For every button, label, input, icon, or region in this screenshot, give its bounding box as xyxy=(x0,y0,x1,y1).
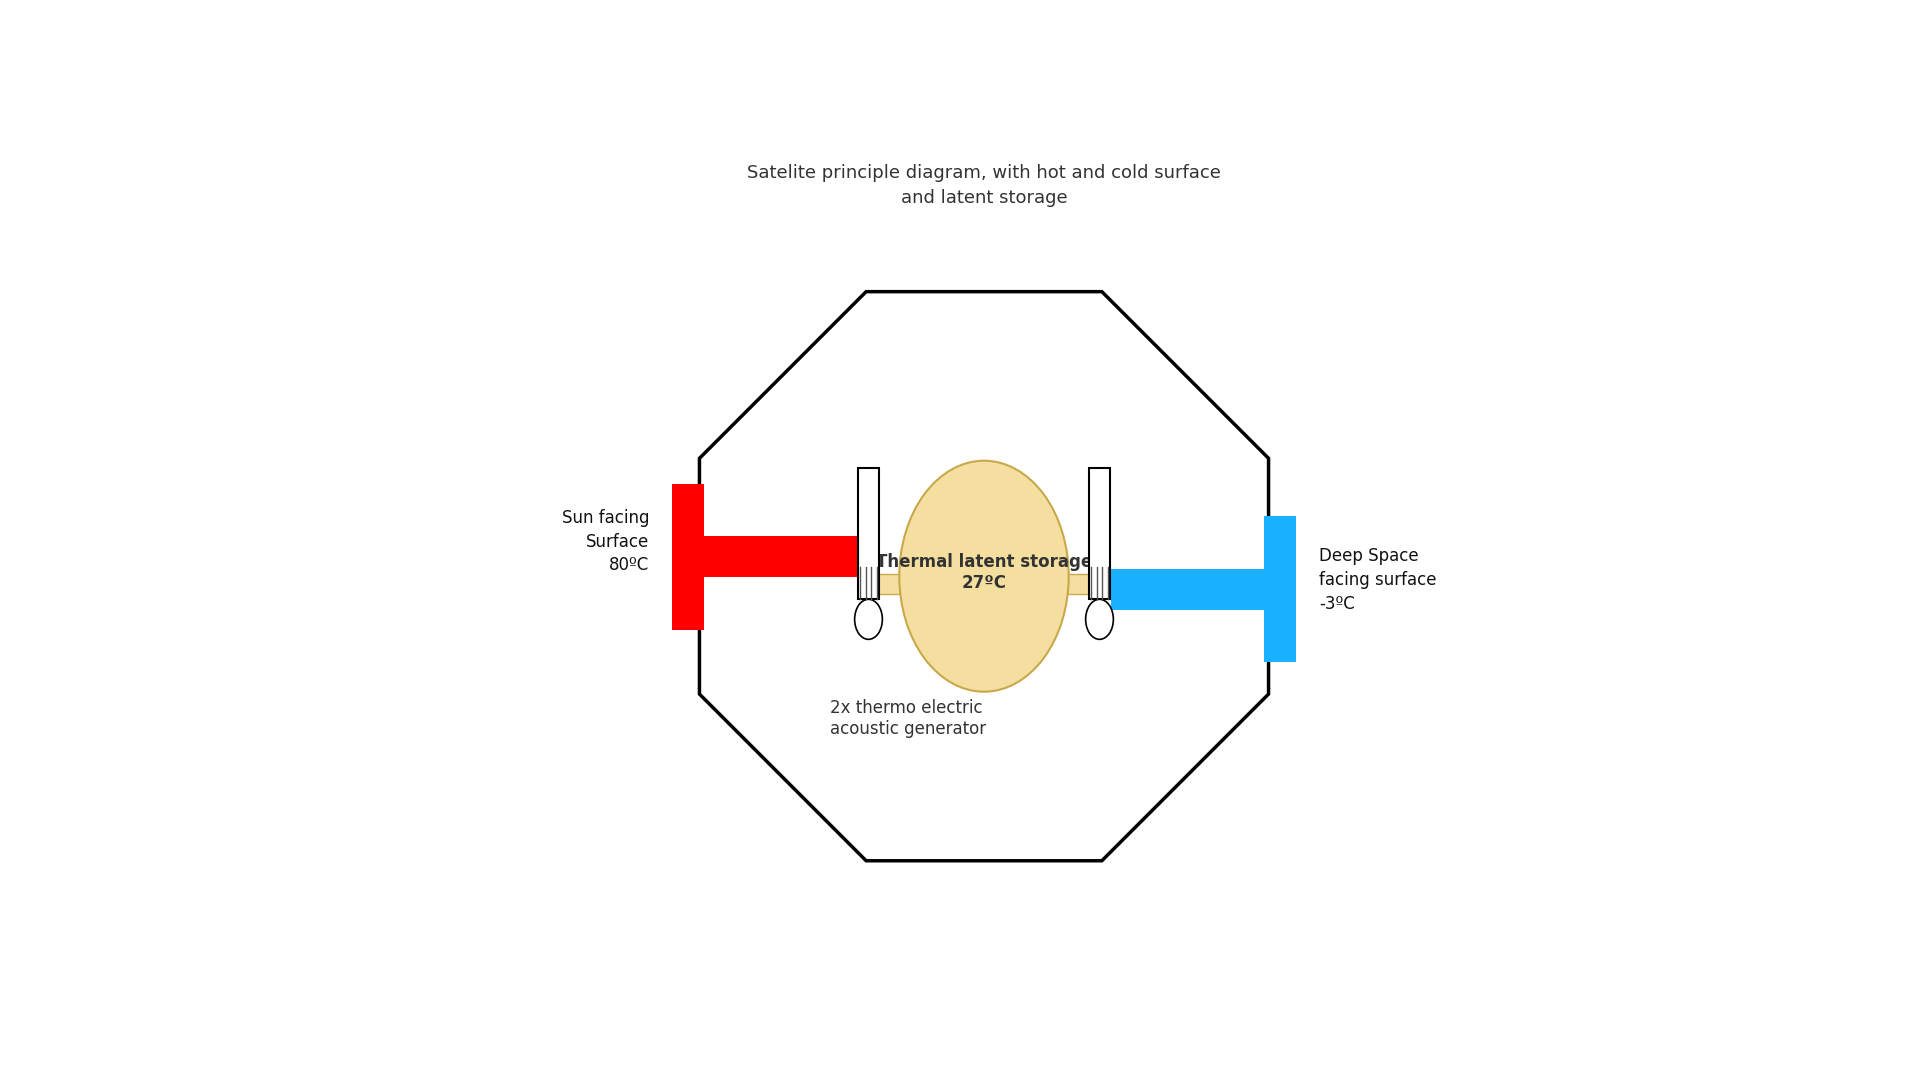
Ellipse shape xyxy=(899,461,1069,691)
Text: 2x thermo electric
acoustic generator: 2x thermo electric acoustic generator xyxy=(829,700,987,739)
Bar xyxy=(858,575,1110,594)
Bar xyxy=(705,537,856,578)
Text: Sun facing
Surface
80ºC: Sun facing Surface 80ºC xyxy=(561,509,649,575)
Text: Satelite principle diagram, with hot and cold surface
and latent storage: Satelite principle diagram, with hot and… xyxy=(747,164,1221,207)
Bar xyxy=(1263,516,1296,662)
Bar xyxy=(858,469,879,599)
Text: Deep Space
facing surface
-3ºC: Deep Space facing surface -3ºC xyxy=(1319,548,1436,612)
Bar xyxy=(1089,469,1110,599)
Text: Thermal latent storage
27ºC: Thermal latent storage 27ºC xyxy=(876,553,1092,592)
Bar xyxy=(1112,569,1263,610)
Bar xyxy=(672,484,705,630)
Ellipse shape xyxy=(1085,599,1114,639)
Ellipse shape xyxy=(854,599,883,639)
